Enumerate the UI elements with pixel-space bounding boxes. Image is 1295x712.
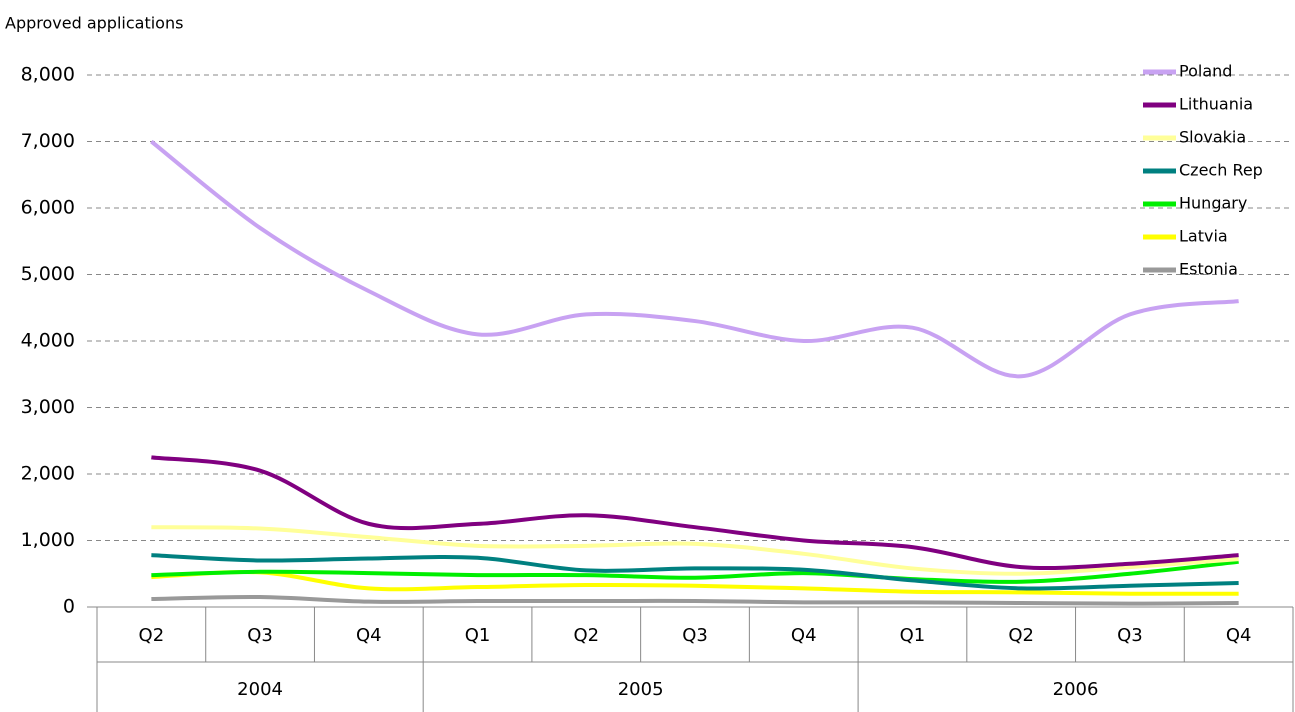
y-tick-label: 2,000 <box>21 463 75 485</box>
legend-label: Czech Rep <box>1179 161 1263 180</box>
legend-label: Poland <box>1179 62 1232 81</box>
legend-label: Latvia <box>1179 227 1228 246</box>
y-tick-label: 0 <box>63 596 75 618</box>
series-line <box>151 594 1239 606</box>
y-tick-label: 6,000 <box>21 197 75 219</box>
series-line <box>151 525 1239 576</box>
y-tick-label: 7,000 <box>21 130 75 152</box>
x-tick-label: Q3 <box>682 625 708 646</box>
x-group-label: 2004 <box>237 679 283 700</box>
series-line <box>150 139 1239 379</box>
x-tick-label: Q4 <box>791 625 817 646</box>
series-line <box>151 570 1239 596</box>
y-axis-title: Approved applications <box>5 14 183 33</box>
x-tick-label: Q2 <box>1008 625 1034 646</box>
x-tick-label: Q3 <box>247 625 273 646</box>
y-tick-label: 1,000 <box>21 529 75 551</box>
y-tick-label: 8,000 <box>21 64 75 86</box>
x-tick-label: Q2 <box>139 625 165 646</box>
x-tick-label: Q4 <box>356 625 382 646</box>
legend-label: Lithuania <box>1179 95 1253 114</box>
series-line <box>151 455 1239 571</box>
legend-label: Slovakia <box>1179 128 1246 147</box>
x-tick-label: Q1 <box>900 625 926 646</box>
legend-label: Estonia <box>1179 260 1238 279</box>
y-tick-label: 4,000 <box>21 330 75 352</box>
x-group-label: 2006 <box>1053 679 1099 700</box>
y-tick-label: 3,000 <box>21 396 75 418</box>
y-tick-label: 5,000 <box>21 263 75 285</box>
series-line <box>151 553 1239 591</box>
x-tick-label: Q3 <box>1117 625 1143 646</box>
x-tick-label: Q2 <box>573 625 599 646</box>
legend-label: Hungary <box>1179 194 1247 213</box>
x-group-label: 2005 <box>618 679 664 700</box>
x-tick-label: Q1 <box>465 625 491 646</box>
series-line <box>151 559 1239 584</box>
x-tick-label: Q4 <box>1226 625 1252 646</box>
